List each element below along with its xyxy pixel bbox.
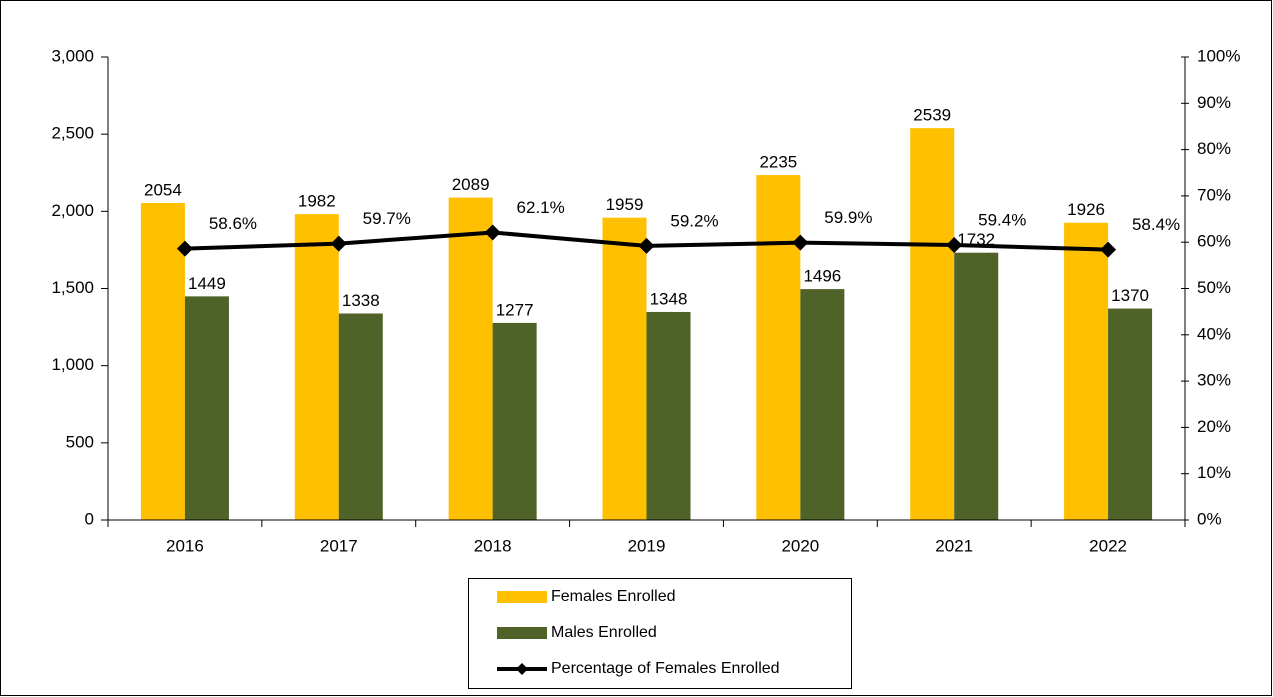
data-label: 62.1% (517, 198, 565, 217)
x-tick-label: 2020 (781, 536, 819, 555)
legend-label: Females Enrolled (551, 588, 676, 605)
data-label: 2089 (452, 175, 490, 194)
legend-swatch (497, 627, 547, 639)
x-tick-label: 2021 (935, 536, 973, 555)
y-tick-label: 0 (85, 509, 94, 528)
x-tick-label: 2018 (474, 536, 512, 555)
y2-tick-label: 70% (1197, 185, 1231, 204)
bar (140, 202, 185, 520)
y2-tick-label: 100% (1197, 46, 1240, 65)
x-tick-label: 2017 (320, 536, 358, 555)
bar (294, 214, 339, 520)
bar (448, 197, 493, 521)
y-tick-label: 3,000 (51, 46, 94, 65)
data-label: 2054 (144, 180, 182, 199)
legend-label: Males Enrolled (551, 624, 657, 641)
bar (910, 128, 955, 521)
bar (800, 289, 845, 520)
y2-tick-label: 50% (1197, 278, 1231, 297)
data-label: 1959 (606, 195, 644, 214)
y2-tick-label: 40% (1197, 324, 1231, 343)
bar (1108, 308, 1153, 520)
data-label: 1496 (803, 267, 841, 286)
y-tick-label: 500 (66, 432, 94, 451)
data-label: 58.4% (1132, 215, 1180, 234)
y-tick-label: 1,000 (51, 355, 94, 374)
data-label: 1449 (188, 274, 226, 293)
line-marker (330, 235, 347, 252)
x-tick-label: 2016 (166, 536, 204, 555)
line-marker (946, 236, 963, 253)
data-label: 59.7% (363, 209, 411, 228)
y2-tick-label: 20% (1197, 417, 1231, 436)
legend-label: Percentage of Females Enrolled (551, 660, 780, 677)
data-label: 2539 (913, 106, 951, 125)
y2-tick-label: 0% (1197, 509, 1222, 528)
bar (954, 252, 999, 520)
bar (1064, 222, 1109, 520)
legend-swatch (497, 591, 547, 603)
y-tick-label: 1,500 (51, 278, 94, 297)
data-label: 59.4% (978, 210, 1026, 229)
line-marker (484, 224, 501, 241)
bar (756, 175, 801, 520)
data-label: 1370 (1111, 286, 1149, 305)
data-label: 1338 (342, 291, 380, 310)
line-marker (792, 234, 809, 251)
line-marker (176, 240, 193, 257)
y2-tick-label: 90% (1197, 93, 1231, 112)
bar (492, 322, 537, 520)
bar (184, 296, 229, 520)
data-label: 1277 (496, 300, 534, 319)
y2-tick-label: 30% (1197, 371, 1231, 390)
bar (646, 311, 691, 520)
data-label: 1348 (650, 289, 688, 308)
legend-marker (516, 663, 528, 675)
bar (338, 313, 383, 520)
data-label: 59.9% (824, 208, 872, 227)
line-marker (638, 237, 655, 254)
data-label: 1926 (1067, 200, 1105, 219)
data-label: 2235 (759, 153, 797, 172)
line-marker (1100, 241, 1117, 258)
y2-tick-label: 60% (1197, 232, 1231, 251)
data-label: 58.6% (209, 214, 257, 233)
y2-tick-label: 80% (1197, 139, 1231, 158)
data-label: 1982 (298, 192, 336, 211)
y-tick-label: 2,500 (51, 124, 94, 143)
x-tick-label: 2022 (1089, 536, 1127, 555)
bar (602, 217, 647, 520)
y2-tick-label: 10% (1197, 463, 1231, 482)
x-tick-label: 2019 (628, 536, 666, 555)
y-tick-label: 2,000 (51, 201, 94, 220)
data-label: 59.2% (670, 211, 718, 230)
